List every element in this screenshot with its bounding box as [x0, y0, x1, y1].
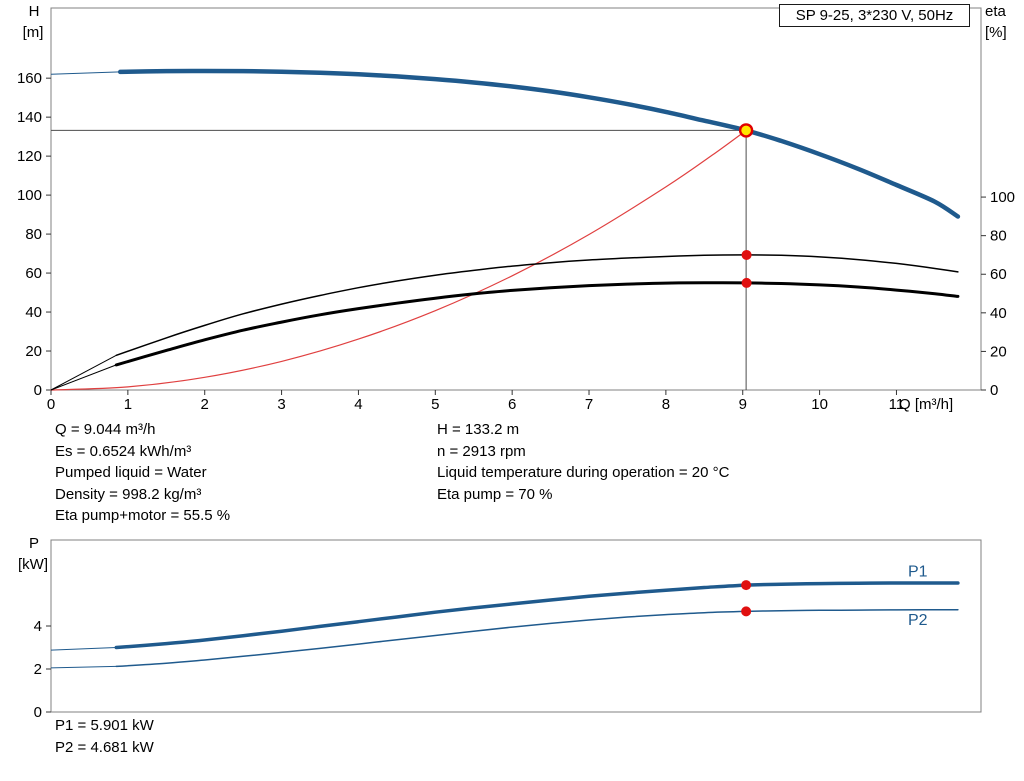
result-head: H = 133.2 m [437, 421, 520, 438]
x-tick-label: 0 [47, 396, 55, 413]
y-tick-label: 100 [990, 189, 1015, 206]
result-p1: P1 = 5.901 kW [55, 717, 154, 734]
eta-pump-duty-dot [741, 249, 752, 260]
curve-system-curve [50, 129, 747, 391]
y-tick-label: 0 [34, 382, 42, 399]
result-eta-pump-motor: Eta pump+motor = 55.5 % [55, 507, 231, 524]
y-tick-label: 2 [34, 661, 42, 678]
x-tick-label: 7 [585, 396, 593, 413]
x-tick-label: 6 [508, 396, 516, 413]
pump-model-box: SP 9-25, 3*230 V, 50Hz [779, 4, 970, 27]
eta-axis-name: eta [985, 3, 1006, 20]
x-tick-label: 1 [124, 396, 132, 413]
y-tick-label: 80 [990, 228, 1007, 245]
y-tick-label: 120 [17, 148, 42, 165]
y-tick-label: 20 [990, 343, 1007, 360]
p1-duty-dot [741, 580, 752, 591]
y-tick-label: 4 [34, 618, 42, 635]
curve-P2 [115, 608, 959, 668]
y-tick-label: 20 [25, 343, 42, 360]
p2-duty-dot [741, 606, 752, 617]
y-tick-label: 0 [990, 382, 998, 399]
x-tick-label: 3 [277, 396, 285, 413]
p-axis-unit: [kW] [18, 556, 48, 573]
curve-eta-pump-lead [50, 354, 117, 391]
curve-P2-lead [50, 665, 117, 669]
curve-eta-pump [115, 254, 959, 357]
curve-head-curve-lead [50, 71, 121, 75]
x-tick-label: 9 [739, 396, 747, 413]
curve-head-curve [117, 68, 961, 219]
x-tick-label: 5 [431, 396, 439, 413]
y-tick-label: 160 [17, 70, 42, 87]
eta-axis-unit: [%] [985, 24, 1007, 41]
series-label-p2: P2 [908, 612, 928, 629]
result-density: Density = 998.2 kg/m³ [55, 485, 202, 503]
power-chart: 0 2 4 P1 P2 [34, 539, 982, 721]
y-tick-label: 140 [17, 109, 42, 126]
x-tick-label: 2 [201, 396, 209, 413]
duty-results-right: H = 133.2 m n = 2913 rpm Liquid temperat… [437, 421, 729, 507]
y-tick-label: 100 [17, 187, 42, 204]
y-tick-label: 80 [25, 226, 42, 243]
power-results: P1 = 5.901 kW P2 = 4.681 kW [55, 717, 154, 760]
eta-pump-motor-duty-dot [741, 277, 752, 288]
x-tick-label: 4 [354, 396, 362, 413]
hq-eta-chart: 0 1 2 3 4 5 6 7 8 9 10 11 0 20 40 60 80 100 120 140 160 0 20 40… [17, 7, 1015, 413]
curve-eta-pump-motor-lead [50, 364, 117, 391]
result-specific-energy: Es = 0.6524 kWh/m³ [55, 442, 192, 460]
y-tick-label: 40 [25, 304, 42, 321]
q-axis-label: Q [m³/h] [899, 396, 954, 413]
p-axis-name: P [28, 535, 39, 552]
duty-point-marker [738, 123, 754, 138]
h-axis-name: H [28, 3, 40, 20]
curve-P1-lead [50, 647, 117, 651]
x-tick-label: 10 [811, 396, 828, 413]
x-tick-label: 8 [662, 396, 670, 413]
y-tick-label: 60 [25, 265, 42, 282]
curve-P1 [114, 581, 960, 650]
plot-frame [50, 7, 982, 391]
y-tick-label: 60 [990, 266, 1007, 283]
h-axis-unit: [m] [22, 24, 44, 41]
result-speed: n = 2913 rpm [437, 442, 526, 460]
duty-results-left: Q = 9.044 m³/h Es = 0.6524 kWh/m³ Pumped… [55, 421, 230, 529]
series-label-p1: P1 [908, 564, 928, 581]
result-liquid-temperature: Liquid temperature during operation = 20… [437, 464, 730, 481]
y-tick-label: 0 [34, 704, 42, 721]
y-tick-label: 40 [990, 305, 1007, 322]
result-flow: Q = 9.044 m³/h [55, 421, 156, 438]
result-p2: P2 = 4.681 kW [55, 738, 154, 756]
curve-eta-pump-motor [114, 281, 960, 367]
x-tick-label: 11 [889, 396, 905, 413]
result-eta-pump: Eta pump = 70 % [437, 485, 553, 503]
result-pumped-liquid: Pumped liquid = Water [55, 464, 207, 481]
